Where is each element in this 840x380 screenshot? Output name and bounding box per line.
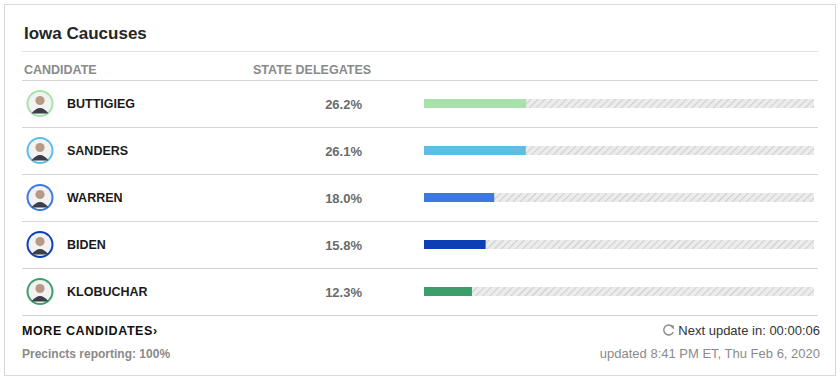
candidate-name: KLOBUCHAR [67,285,148,299]
bar-track [424,287,814,296]
bar [424,193,494,202]
avatar-body [32,155,49,161]
avatar-ring [27,231,54,258]
avatar-ring [27,278,54,305]
avatar-bg [29,139,52,162]
updated-time: updated 8:41 PM ET, Thu Feb 6, 2020 [600,346,820,361]
avatar-bg [29,280,52,303]
avatar-bg [29,92,52,115]
value-label: 26.1% [325,144,362,159]
bar [424,240,486,249]
divider [22,315,818,316]
avatar [27,137,54,164]
divider [22,221,818,222]
divider [22,80,818,81]
divider [22,268,818,269]
next-update: Next update in: 00:00:06 [678,323,820,338]
card [5,5,836,376]
bar-track [424,146,814,155]
value-label: 26.2% [325,97,362,112]
avatar [27,278,54,305]
avatar [27,184,54,211]
avatar-body [32,108,49,114]
avatar-ring [27,137,54,164]
bar-track [424,240,814,249]
avatar-bg [29,186,52,209]
title: Iowa Caucuses [24,24,147,43]
avatar-head [35,143,44,152]
avatar-ring [27,90,54,117]
chart-root: Iowa Caucuses CANDIDATE STATE DELEGATES BUT… [0,0,840,380]
bar [424,146,526,155]
value-label: 15.8% [325,238,362,253]
candidate-name: BIDEN [67,238,106,252]
avatar-head [35,237,44,246]
avatar-ring [27,184,54,211]
column-header: STATE DELEGATES [253,63,371,77]
bar [424,287,472,296]
refresh-arrow [670,326,674,330]
avatar-head [35,96,44,105]
divider [22,127,818,128]
divider [22,51,818,52]
avatar-body [32,202,49,208]
refresh-arc [664,325,674,335]
avatar-head [35,284,44,293]
more-candidates-link[interactable]: MORE CANDIDATES› [22,324,158,338]
bars [424,99,526,296]
candidate-name: WARREN [67,191,123,205]
avatar-head [35,190,44,199]
candidate-name: SANDERS [67,144,128,158]
avatar [27,231,54,258]
bar-track [424,99,814,108]
value-label: 12.3% [325,285,362,300]
candidate-name: BUTTIGIEG [67,97,135,111]
avatar-body [32,296,49,302]
avatar-body [32,249,49,255]
avatar-bg [29,233,52,256]
precincts-reporting: Precincts reporting: 100% [22,347,170,361]
bar-track [424,193,814,202]
column-header: CANDIDATE [24,63,97,77]
avatar [27,90,54,117]
bar [424,99,526,108]
value-label: 18.0% [325,191,362,206]
divider [22,174,818,175]
refresh-icon [664,325,674,335]
